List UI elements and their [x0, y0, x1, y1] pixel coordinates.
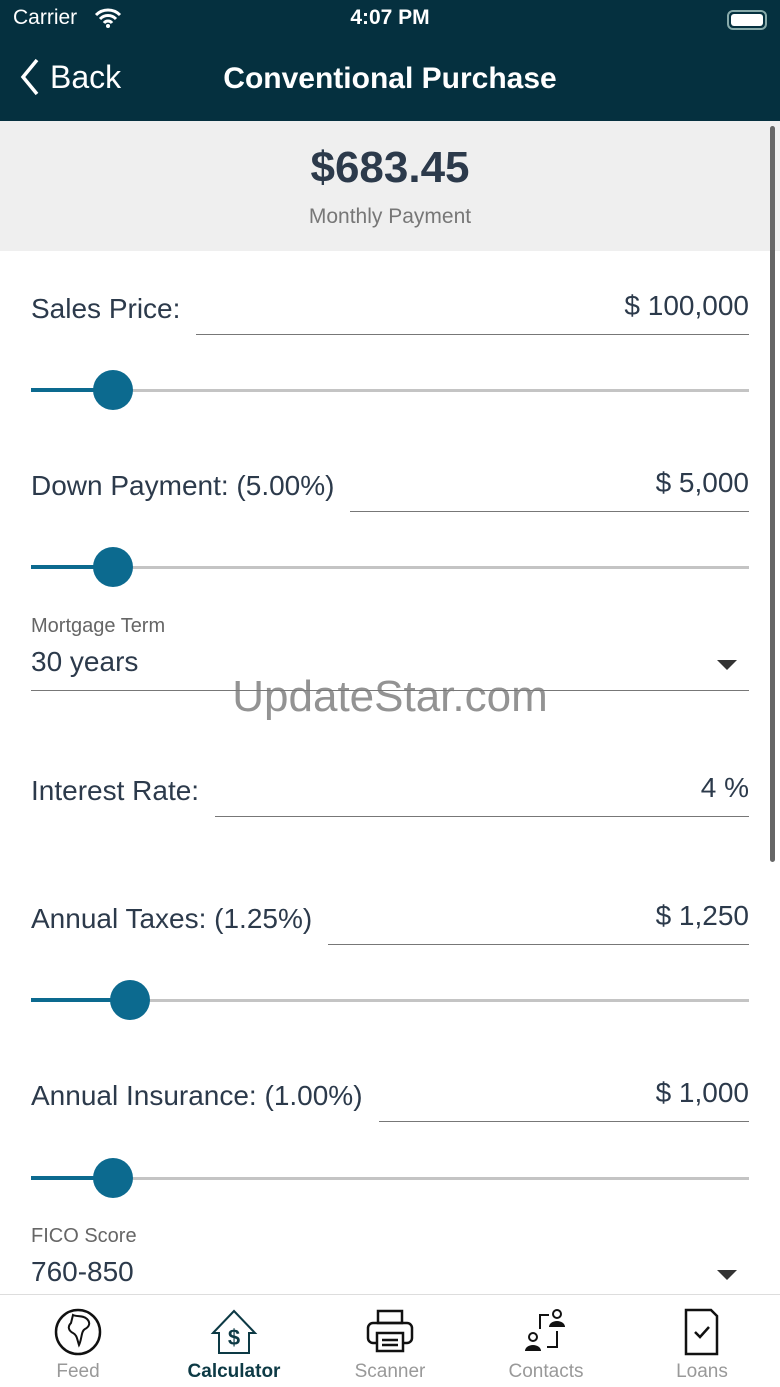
slider-thumb[interactable]	[110, 980, 151, 1020]
interest-rate-input[interactable]: 4 %	[215, 772, 749, 817]
annual-insurance-input[interactable]: $ 1,000	[378, 1077, 749, 1122]
annual-taxes-label: Annual Taxes: (1.25%)	[31, 903, 313, 934]
mortgage-term-caption: Mortgage Term	[31, 615, 166, 637]
header: Carrier 4:07 PM Back Conventional Purcha…	[0, 0, 780, 121]
annual-taxes-row: Annual Taxes: (1.25%) $ 1,250	[31, 900, 749, 945]
monthly-payment-amount: $683.45	[310, 143, 470, 192]
tab-calculator[interactable]: $ Calculator	[156, 1295, 312, 1387]
carrier-label: Carrier	[13, 6, 78, 29]
chevron-left-icon	[20, 58, 39, 96]
scrollbar[interactable]	[770, 126, 775, 862]
sales-price-slider[interactable]	[31, 370, 749, 410]
wifi-icon	[94, 8, 122, 28]
tab-label: Calculator	[187, 1361, 281, 1382]
down-payment-input[interactable]: $ 5,000	[350, 467, 749, 512]
annual-insurance-row: Annual Insurance: (1.00%) $ 1,000	[31, 1077, 749, 1122]
tab-scanner[interactable]: Scanner	[312, 1295, 468, 1387]
sales-price-input[interactable]: $ 100,000	[196, 290, 749, 335]
sales-price-row: Sales Price: $ 100,000	[31, 290, 749, 335]
annual-taxes-slider[interactable]	[31, 980, 749, 1020]
slider-thumb[interactable]	[92, 1158, 133, 1198]
printer-icon	[366, 1309, 414, 1353]
tab-label: Scanner	[354, 1361, 426, 1382]
house-dollar-icon: $	[210, 1309, 258, 1354]
contacts-icon	[525, 1309, 565, 1351]
back-label: Back	[50, 58, 122, 95]
svg-text:$: $	[228, 1325, 240, 1350]
tab-label: Feed	[56, 1361, 100, 1382]
tab-bar: Feed $ Calculator Scanner Contacts Loans	[0, 1294, 780, 1387]
tab-feed[interactable]: Feed	[0, 1295, 156, 1387]
document-check-icon	[684, 1308, 719, 1356]
slider-thumb[interactable]	[92, 547, 133, 587]
annual-taxes-input[interactable]: $ 1,250	[328, 900, 749, 945]
fico-score-caption: FICO Score	[31, 1225, 137, 1247]
battery-icon	[727, 10, 767, 30]
slider-thumb[interactable]	[92, 370, 133, 410]
dropdown-arrow-icon	[717, 1270, 737, 1280]
down-payment-label: Down Payment: (5.00%)	[31, 470, 335, 501]
tab-label: Contacts	[508, 1361, 584, 1382]
clock: 4:07 PM	[350, 6, 430, 29]
fico-score-value: 760-850	[31, 1256, 134, 1287]
down-payment-slider[interactable]	[31, 547, 749, 587]
page-title: Conventional Purchase	[223, 62, 557, 95]
monthly-payment-label: Monthly Payment	[308, 205, 472, 228]
interest-rate-row: Interest Rate: 4 %	[31, 772, 749, 817]
down-payment-row: Down Payment: (5.00%) $ 5,000	[31, 467, 749, 512]
payment-summary: $683.45 Monthly Payment	[0, 121, 780, 251]
sales-price-label: Sales Price:	[31, 293, 181, 324]
mortgage-term-value: 30 years	[31, 646, 139, 677]
tab-loans[interactable]: Loans	[624, 1295, 780, 1387]
mortgage-term-select[interactable]: Mortgage Term 30 years	[31, 615, 749, 691]
annual-insurance-label: Annual Insurance: (1.00%)	[31, 1080, 363, 1111]
annual-insurance-slider[interactable]	[31, 1158, 749, 1198]
interest-rate-label: Interest Rate:	[31, 775, 200, 806]
back-button[interactable]: Back	[20, 58, 121, 96]
dropdown-arrow-icon	[717, 660, 737, 670]
fico-score-select[interactable]: FICO Score 760-850	[31, 1225, 749, 1301]
tab-label: Loans	[676, 1361, 728, 1382]
globe-icon	[54, 1308, 102, 1356]
tab-contacts[interactable]: Contacts	[468, 1295, 624, 1387]
